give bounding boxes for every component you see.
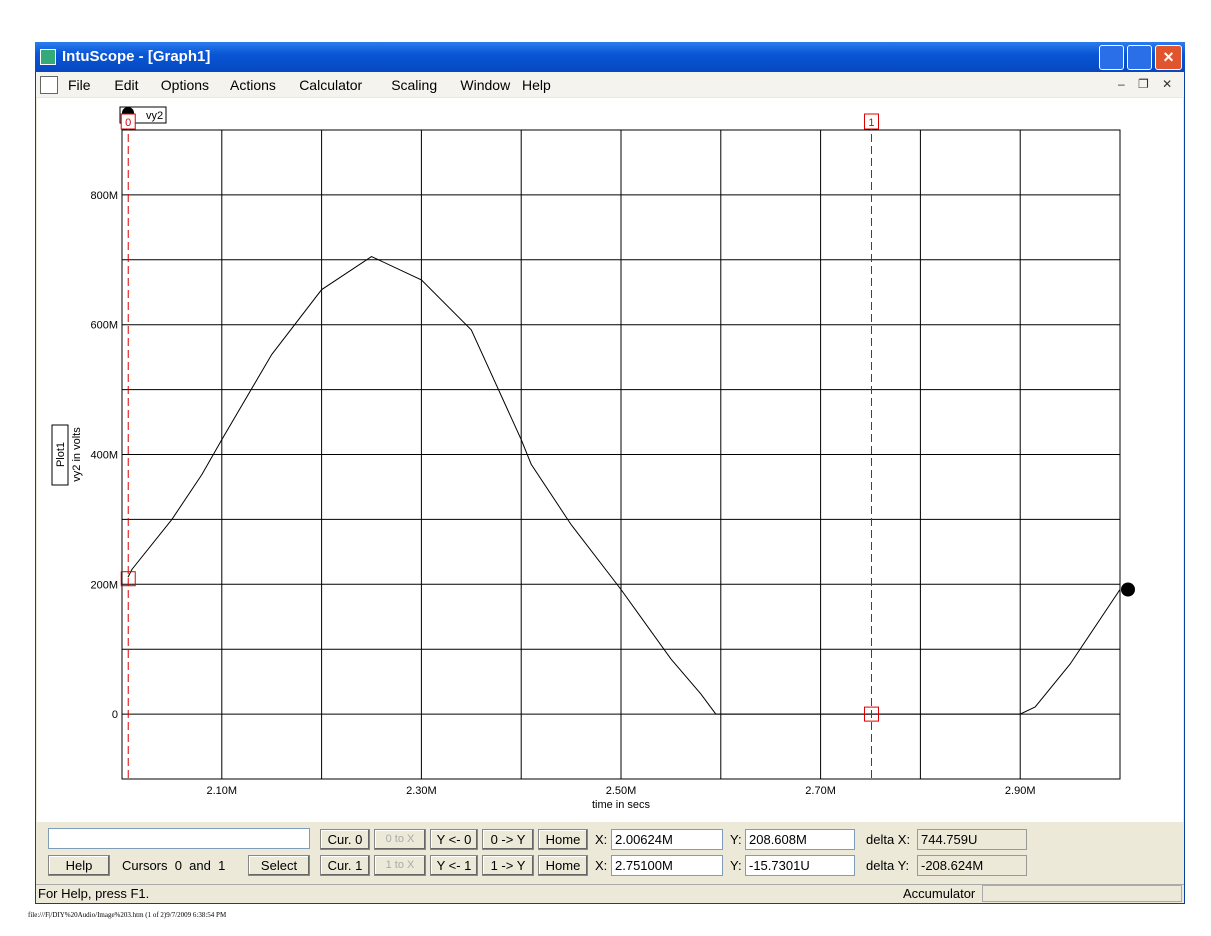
- cur1-button[interactable]: Cur. 1: [320, 855, 370, 876]
- menu-item[interactable]: Window: [460, 77, 511, 93]
- menu-bar: [36, 72, 1184, 97]
- cursor0-x[interactable]: 2.00624M: [611, 829, 723, 850]
- menu-item[interactable]: Calculator: [299, 77, 363, 93]
- menu-item[interactable]: Options: [160, 77, 210, 93]
- to-y1-button[interactable]: 1 -> Y: [482, 855, 534, 876]
- status-panel: Accumulator: [903, 886, 976, 901]
- x-axis-label: time in secs: [592, 799, 651, 811]
- y-from0-button[interactable]: Y <- 0: [430, 829, 478, 850]
- y-label: Y:: [730, 858, 742, 873]
- select-button[interactable]: Select: [248, 855, 310, 876]
- x-label: X:: [595, 858, 608, 873]
- y-tick-label: 400M: [90, 450, 118, 462]
- cursor-point: [120, 571, 136, 587]
- cursor1-x[interactable]: 2.75100M: [611, 855, 723, 876]
- cursor-label: 1: [868, 117, 874, 129]
- cursor-label: 0: [125, 117, 131, 129]
- cursor-tag: [120, 113, 136, 130]
- cur0-button[interactable]: Cur. 0: [320, 829, 370, 850]
- menu-icon: [40, 76, 58, 94]
- x-tick-label: 2.10M: [207, 785, 238, 797]
- plot-name-box: [51, 424, 69, 486]
- y-from1-button[interactable]: Y <- 1: [430, 855, 478, 876]
- menu-item[interactable]: Help: [522, 77, 551, 93]
- window-title: IntuScope - [Graph1]: [62, 48, 211, 65]
- y-tick-label: 800M: [90, 190, 118, 202]
- menu-item[interactable]: Actions: [230, 77, 276, 93]
- y-label: Y:: [730, 832, 742, 847]
- menu-item[interactable]: Edit: [114, 77, 139, 93]
- to-x0-button[interactable]: 0 to X: [374, 829, 426, 850]
- y-tick-label: 0: [112, 709, 118, 721]
- home1-button[interactable]: Home: [538, 855, 588, 876]
- status-panel-empty: [982, 885, 1182, 902]
- menu-item[interactable]: File: [68, 77, 91, 93]
- plot-name: Plot1: [55, 442, 67, 467]
- minimize-button[interactable]: [1099, 45, 1124, 70]
- cursor0-y[interactable]: 208.608M: [745, 829, 855, 850]
- command-input[interactable]: [48, 828, 310, 849]
- to-y0-button[interactable]: 0 -> Y: [482, 829, 534, 850]
- trace-marker: [1121, 582, 1135, 597]
- plot-background: [37, 98, 1183, 822]
- status-bar: [36, 884, 1184, 903]
- x-tick-label: 2.50M: [606, 785, 637, 797]
- app-icon: [40, 49, 56, 65]
- y-tick-label: 200M: [90, 579, 118, 591]
- to-x1-button[interactable]: 1 to X: [374, 855, 426, 876]
- title-bar: [35, 42, 1185, 72]
- status-text: For Help, press F1.: [38, 886, 150, 901]
- x-tick-label: 2.90M: [1005, 785, 1036, 797]
- legend-label: vy2: [146, 110, 163, 122]
- help-button[interactable]: Help: [48, 855, 110, 876]
- x-label: X:: [595, 832, 608, 847]
- series-line: [127, 255, 1121, 715]
- cursor1-y[interactable]: -15.7301U: [745, 855, 855, 876]
- close-button[interactable]: ×: [1155, 45, 1182, 70]
- delta-y-label: delta Y:: [866, 858, 910, 873]
- x-tick-label: 2.70M: [805, 785, 836, 797]
- delta-y: -208.624M: [917, 855, 1027, 876]
- mdi-controls: – ❐ ✕: [1118, 77, 1173, 91]
- menu-item[interactable]: Scaling: [391, 77, 438, 93]
- y-tick-label: 600M: [90, 320, 118, 332]
- maximize-button[interactable]: [1127, 45, 1152, 70]
- cursor-point: [863, 706, 879, 722]
- cursors-label: Cursors 0 and 1: [122, 858, 226, 873]
- footer: file:///F|/DIY%20Audio/Image%203.htm (1 …: [28, 911, 227, 919]
- y-axis-label: vy2 in volts: [71, 427, 83, 482]
- delta-x: 744.759U: [917, 829, 1027, 850]
- home0-button[interactable]: Home: [538, 829, 588, 850]
- delta-x-label: delta X:: [866, 832, 911, 847]
- cursor-tag: [863, 113, 879, 130]
- x-tick-label: 2.30M: [406, 785, 437, 797]
